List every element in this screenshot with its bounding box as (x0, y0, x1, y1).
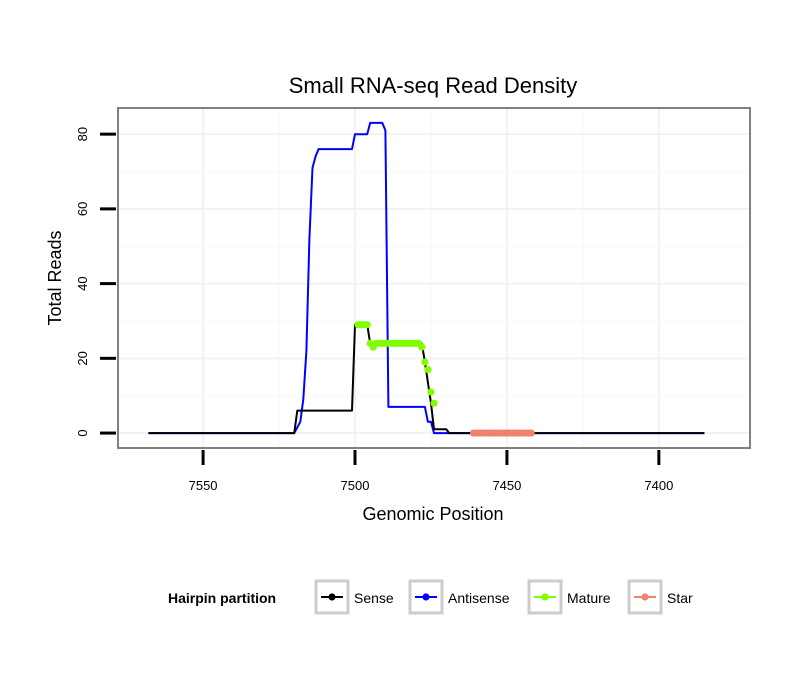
mature-point (430, 399, 438, 407)
series-layer (148, 121, 705, 437)
sense-legend-label: Sense (354, 590, 394, 606)
chart-title: Small RNA-seq Read Density (289, 73, 578, 98)
mature-point (424, 365, 432, 374)
x-axis: 7550 7500 7450 7400 (189, 450, 673, 493)
antisense-series-line (148, 121, 705, 435)
x-axis-label: Genomic Position (362, 504, 503, 524)
legend: Hairpin partition Sense Antisense Mature St… (168, 579, 693, 615)
mature-point (363, 321, 371, 329)
mature-legend-label: Mature (567, 590, 611, 606)
star-legend-marker (641, 593, 649, 601)
mature-point (418, 343, 426, 351)
y-axis-label: Total Reads (45, 230, 65, 325)
mature-point (427, 388, 435, 396)
mature-point (421, 358, 429, 366)
star-point (527, 429, 535, 437)
y-axis: 0 20 40 60 80 (75, 127, 116, 437)
y-tick-label: 60 (75, 202, 90, 216)
y-tick-label: 40 (75, 276, 90, 290)
y-tick-label: 0 (75, 429, 90, 436)
x-tick-label: 7500 (341, 478, 370, 493)
legend-title: Hairpin partition (168, 590, 276, 606)
antisense-legend-marker (422, 593, 430, 601)
mature-legend-marker (541, 593, 549, 601)
grid (118, 108, 750, 448)
y-tick-label: 20 (75, 351, 90, 365)
y-tick-label: 80 (75, 127, 90, 141)
x-tick-label: 7550 (189, 478, 218, 493)
plot-panel-border (117, 107, 751, 449)
sense-legend-marker (328, 593, 336, 601)
antisense-legend-label: Antisense (448, 590, 510, 606)
x-tick-label: 7400 (644, 478, 673, 493)
star-legend-label: Star (667, 590, 693, 606)
x-tick-label: 7450 (492, 478, 521, 493)
